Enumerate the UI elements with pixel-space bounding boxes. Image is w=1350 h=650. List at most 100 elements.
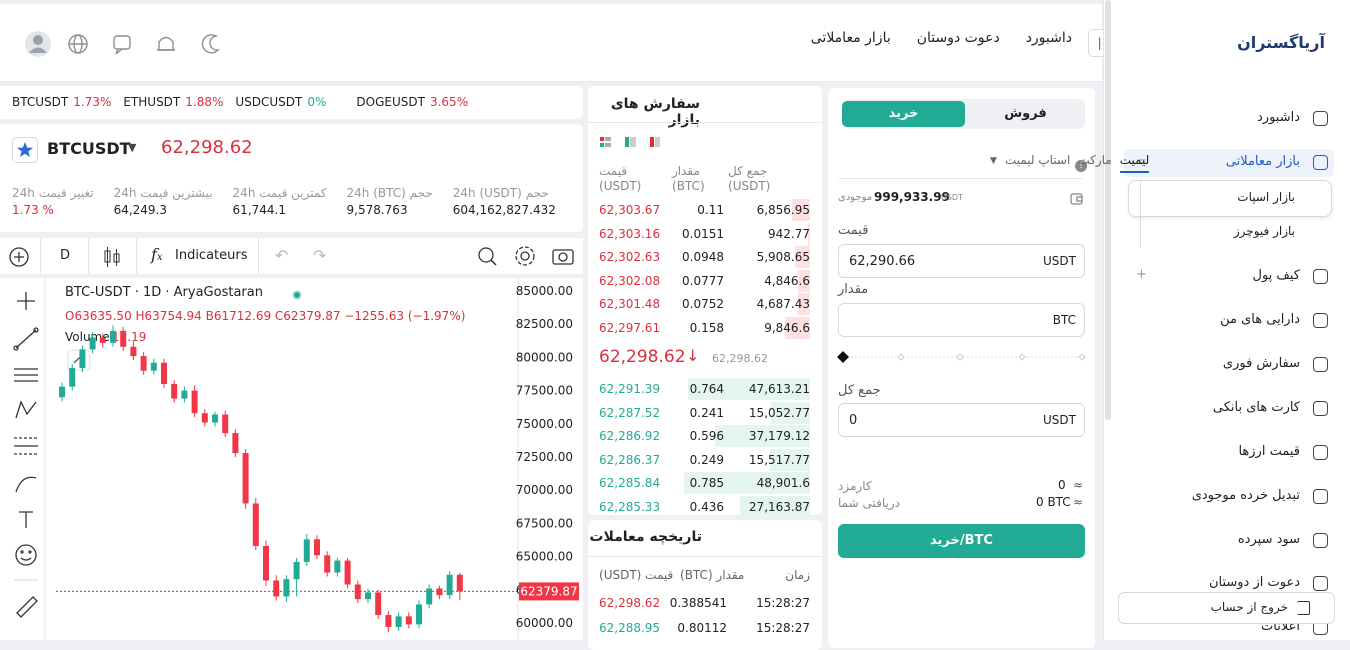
interval[interactable]: D [60, 248, 71, 263]
depth-bar [784, 316, 810, 339]
nav-link[interactable]: دعوت دوستان [916, 30, 1000, 46]
ticker-symbol: ETHUSDT [123, 95, 181, 109]
ticker-symbol: BTCUSDT [12, 95, 69, 109]
menu-item[interactable]: بازار معاملاتی [1225, 154, 1300, 169]
menu-item[interactable]: کیف پول [1252, 268, 1300, 283]
menu-item[interactable]: کارت های بانکی [1212, 400, 1300, 415]
order-price[interactable]: 62,286.37 [599, 452, 661, 467]
order-price[interactable]: 62,302.63 [599, 250, 661, 264]
amount-input[interactable]: BTC [838, 303, 1085, 337]
menu-item[interactable]: سفارش فوری [1222, 356, 1300, 371]
candle-body [150, 362, 157, 371]
candle-body [191, 390, 198, 414]
drawing-tools[interactable] [13, 292, 39, 618]
ticker-item[interactable]: ETHUSDT 1.88% [123, 95, 223, 109]
top-nav: داشبورد دعوت دوستان بازار معاملاتی [811, 30, 1072, 46]
submenu-item[interactable]: بازار فیوچرز [1233, 224, 1295, 238]
favorite-icon[interactable] [12, 137, 38, 163]
order-price[interactable]: 62,291.39 [599, 382, 661, 396]
order-amount: 0.249 [689, 452, 724, 467]
wallet-icon [1070, 193, 1083, 205]
order-price[interactable]: 62,286.92 [599, 429, 661, 443]
order-price[interactable]: 62,302.08 [599, 273, 661, 288]
collapse-sign[interactable]: − [1136, 153, 1147, 168]
stat-value: 604,162,827.432 [452, 203, 556, 217]
menu-item[interactable]: تبدیل خرده موجودی [1191, 488, 1300, 503]
order-total: 5,908.65 [756, 250, 810, 264]
menu-item[interactable]: داشبورد [1257, 110, 1300, 125]
column-header: مقدار (BTC) [680, 568, 745, 582]
order-types: ▼ استاپ لیمیت مارکت لیمیت [838, 153, 1150, 173]
stat-label: بیشترین قیمت 24h [113, 186, 213, 200]
total-unit: USDT [1043, 413, 1076, 427]
info-icon[interactable]: ! [1075, 160, 1087, 172]
expand-sign[interactable]: + [1136, 267, 1147, 282]
order-type[interactable]: لیمیت [1119, 153, 1150, 173]
candle-body [212, 414, 218, 423]
price-input[interactable]: 62,290.66 USDT [838, 244, 1085, 278]
menu-item[interactable]: سود سپرده [1237, 532, 1300, 547]
ticker-item[interactable]: DOGEUSDT 3.65% [356, 95, 468, 109]
order-price[interactable]: 62,303.67 [599, 203, 661, 217]
buy-tab[interactable]: خرید [842, 101, 965, 127]
column-header: مقدار (BTC) [672, 164, 705, 193]
order-price[interactable]: 62,301.48 [599, 297, 661, 311]
live-dot [294, 292, 300, 298]
ticker-item[interactable]: BTCUSDT 1.73% [12, 95, 111, 109]
order-total: 47,613.21 [748, 382, 810, 396]
total-input[interactable]: 0 USDT [838, 403, 1085, 437]
candle-body [344, 560, 351, 585]
submenu-item[interactable]: بازار اسپات [1237, 190, 1295, 204]
active-item-bg [1124, 149, 1334, 177]
order-type[interactable]: مارکت [1078, 153, 1112, 167]
candle-body [375, 592, 382, 616]
view-toggle[interactable] [600, 136, 660, 150]
symbol-dropdown[interactable]: ▼ [128, 141, 137, 154]
candle-body [181, 390, 188, 399]
depth-bar [687, 378, 810, 400]
order-price[interactable]: 62,297.61 [599, 320, 661, 335]
menu-item[interactable]: قیمت ارزها [1238, 444, 1300, 459]
indicators-button[interactable]: Indicateurs [175, 248, 248, 263]
trade-time: 15:28:27 [756, 621, 810, 635]
order-type[interactable]: استاپ لیمیت [1004, 153, 1071, 167]
undo[interactable]: ↶ [275, 246, 289, 265]
candle-body [416, 604, 422, 625]
order-price[interactable]: 62,303.16 [599, 226, 661, 241]
dropdown-caret[interactable]: ▼ [990, 156, 997, 166]
trade-time: 15:28:27 [756, 596, 810, 610]
logout-button[interactable]: خروج از حساب [1118, 592, 1335, 624]
candle-type-icon[interactable] [102, 246, 122, 268]
ticker-change: 1.88% [185, 95, 224, 109]
stat-label: حجم (BTC) 24h [346, 186, 433, 200]
nav-link[interactable]: بازار معاملاتی [810, 30, 891, 46]
toolbar-right-icons[interactable] [477, 245, 577, 269]
order-book: سفارش های بازار قیمت (USDT) مقدار (BTC) جم… [588, 86, 822, 515]
order-price[interactable]: 62,287.52 [599, 405, 661, 420]
nav-link[interactable]: داشبورد [1025, 30, 1072, 46]
add-icon[interactable] [8, 246, 30, 268]
depth-bar [714, 425, 810, 447]
column-header: قیمت (USDT) [599, 568, 674, 582]
menu-item[interactable]: دارایی های من [1220, 312, 1300, 327]
sell-tab[interactable]: فروش [1004, 106, 1047, 121]
y-tick-label: 77500.00 [516, 384, 573, 398]
redo[interactable]: ↷ [313, 246, 327, 265]
submit-button[interactable]: خرید/BTC [838, 524, 1085, 558]
fee-approx: ≈ [1073, 478, 1084, 492]
order-price[interactable]: 62,285.33 [599, 499, 661, 514]
menu-icon [1313, 489, 1328, 504]
menu-icon [1313, 445, 1328, 460]
depth-bar [770, 448, 810, 471]
order-price[interactable]: 62,285.84 [599, 476, 661, 490]
amount-slider[interactable] [835, 348, 1090, 366]
market-symbol[interactable]: BTCUSDT [47, 139, 131, 158]
stat: تغییر قیمت 24h 1.73 % [12, 186, 94, 217]
ticker-item[interactable]: USDCUSDT 0% [235, 95, 326, 109]
collapse-legend[interactable] [67, 349, 91, 371]
y-tick-label: 82500.00 [516, 317, 573, 331]
menu-item[interactable]: دعوت از دوستان [1208, 575, 1300, 590]
candle-body [385, 615, 392, 627]
market-summary: BTCUSDT ▼ 62,298.62 تغییر قیمت 24h 1.73 %… [0, 124, 583, 232]
stat-value: 64,249.3 [113, 203, 168, 217]
